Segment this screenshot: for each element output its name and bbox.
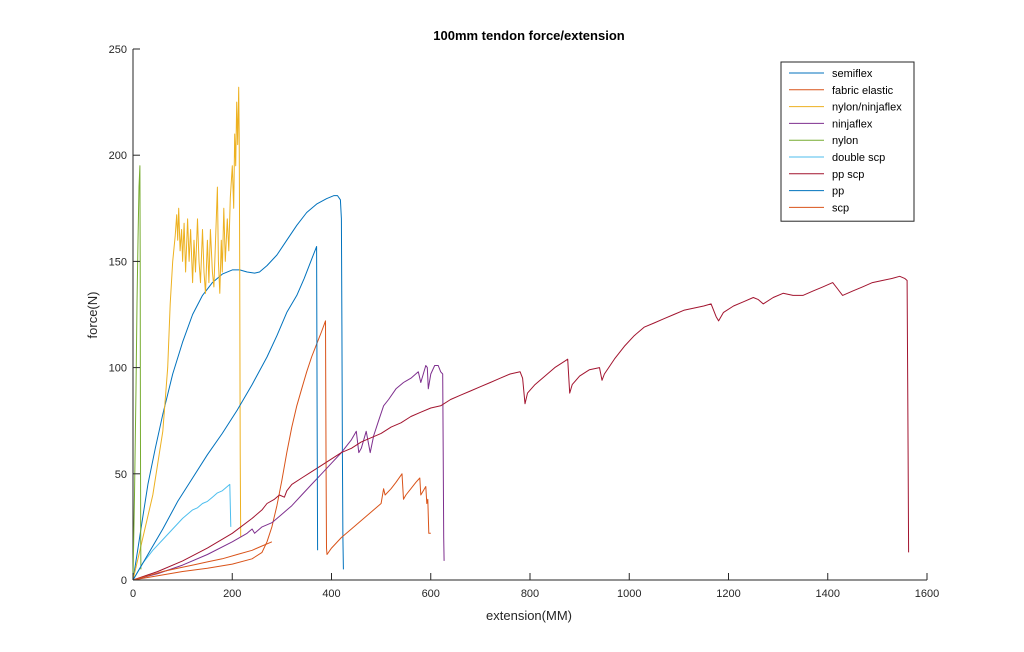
series-line-nylon: [132, 165, 142, 581]
legend-entry: pp: [832, 186, 844, 198]
y-tick-label: 0: [121, 575, 127, 587]
x-tick-label: 1400: [816, 588, 840, 600]
legend-entry: double scp: [832, 152, 885, 164]
x-tick-label: 600: [422, 588, 440, 600]
series-line-scp: [132, 541, 273, 581]
legend-entry: ninjaflex: [832, 118, 873, 130]
x-axis-label: extension(MM): [486, 608, 572, 623]
legend-box: [780, 61, 915, 222]
y-tick-label: 50: [115, 469, 127, 481]
legend-entry: nylon/ninjaflex: [832, 102, 902, 114]
series-line-pp: [132, 246, 319, 581]
legend: semiflex fabric elastic nylon/ninjaflex nin…: [780, 61, 915, 222]
legend-entry: semiflex: [832, 68, 873, 80]
y-axis: 0 50 100 150 200 250: [109, 44, 140, 587]
chart-title: 100mm tendon force/extension: [433, 28, 624, 43]
legend-entry: pp scp: [832, 169, 864, 181]
series-line-ninjaflex: [132, 365, 445, 581]
legend-entry: nylon: [832, 135, 858, 147]
x-tick-label: 1200: [716, 588, 740, 600]
legend-entry: fabric elastic: [832, 85, 894, 97]
y-tick-label: 100: [109, 363, 127, 375]
x-tick-label: 1000: [617, 588, 641, 600]
y-tick-label: 200: [109, 150, 127, 162]
x-tick-label: 200: [223, 588, 241, 600]
y-tick-label: 250: [109, 44, 127, 56]
legend-entry: scp: [832, 202, 849, 214]
x-tick-label: 0: [130, 588, 136, 600]
x-tick-label: 400: [322, 588, 340, 600]
y-tick-label: 150: [109, 256, 127, 268]
y-axis-label: force(N): [85, 292, 100, 339]
series-line-double-scp: [132, 483, 232, 581]
x-tick-label: 1600: [915, 588, 939, 600]
x-axis: 0 200 400 600 800 1000 1200 1400 1600: [130, 573, 939, 600]
x-tick-label: 800: [521, 588, 539, 600]
series-line-nylon-ninjaflex: [132, 86, 242, 581]
series-line-pp-scp: [132, 275, 910, 581]
series-line-fabric-elastic: [132, 320, 431, 581]
